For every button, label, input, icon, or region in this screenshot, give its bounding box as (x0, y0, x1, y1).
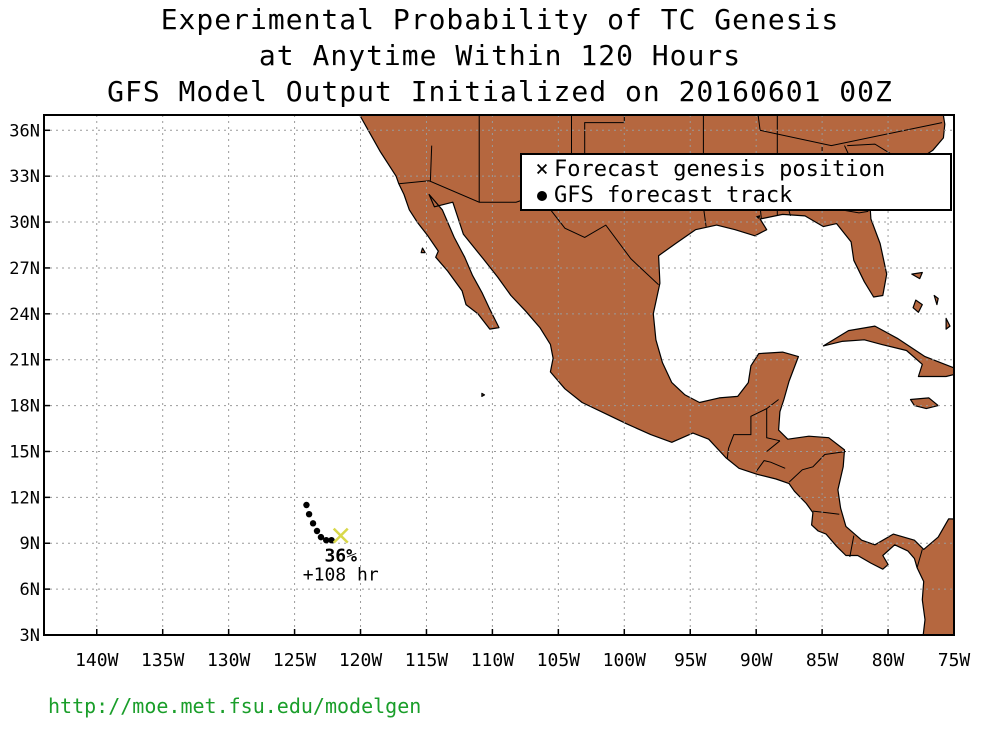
genesis-probability-label: 36% (324, 546, 357, 567)
lon-tick-label: 100W (603, 650, 647, 671)
bahamas-island-d (945, 317, 951, 330)
land-layer (358, 115, 954, 635)
north-america-land (358, 115, 954, 635)
lon-tick-label: 135W (141, 650, 185, 671)
lon-tick-label: 120W (339, 650, 383, 671)
lon-tick-label: 130W (207, 650, 251, 671)
title-line-1: Experimental Probability of TC Genesis (160, 3, 840, 36)
panama-colombia-border (916, 549, 923, 568)
lat-tick-label: 33N (9, 167, 40, 187)
lake-pontchartrain-border (756, 215, 761, 219)
lon-tick-label: 85W (806, 650, 839, 671)
legend-label-genesis: Forecast genesis position (554, 157, 886, 182)
honduras-nicaragua-border (788, 451, 846, 483)
hispaniola-land (953, 401, 954, 408)
jamaica-land (909, 397, 939, 410)
track-point (317, 533, 325, 541)
lat-tick-label: 3N (20, 626, 40, 646)
lat-tick-label: 12N (9, 488, 40, 508)
belize-guatemala-border (766, 408, 781, 442)
legend-label-track: GFS forecast track (554, 183, 793, 208)
lat-tick-label: 6N (20, 580, 40, 600)
chart-title: Experimental Probability of TC Genesis a… (0, 2, 1000, 110)
track-point (313, 527, 321, 535)
genesis-x-marker (332, 527, 349, 544)
us-mexico-border (398, 180, 659, 286)
bahamas-island-c (933, 294, 939, 306)
lon-tick-label: 110W (471, 650, 515, 671)
axis-labels: 3N 6N 9N 12N 15N 18N 21N 24N 27N 30N 33N 36N 140W 135… (9, 121, 970, 671)
lat-tick-label: 30N (9, 213, 40, 233)
track-point (303, 501, 310, 509)
lon-tick-label: 75W (938, 650, 971, 671)
source-url-link[interactable]: http://moe.met.fsu.edu/modelgen (48, 694, 422, 718)
track-point (309, 520, 317, 527)
dot-marker-icon (537, 191, 547, 201)
cedros-island (420, 247, 426, 254)
guatemala-honduras-border (766, 440, 781, 452)
map-legend: × Forecast genesis position GFS forecast … (520, 153, 952, 211)
lat-tick-label: 21N (9, 351, 40, 371)
legend-item-track: GFS forecast track (530, 183, 792, 209)
genesis-lead-time-label: +108 hr (303, 565, 379, 586)
lat-tick-label: 15N (9, 442, 40, 462)
lon-tick-label: 80W (872, 650, 905, 671)
lon-tick-label: 90W (740, 650, 773, 671)
grid-layer (44, 115, 954, 635)
x-marker-icon: × (535, 157, 549, 182)
title-line-2: at Anytime Within 120 Hours (258, 39, 742, 72)
lat-tick-label: 27N (9, 259, 40, 279)
genesis-marker-group: 36%+108 hr (303, 527, 379, 586)
guatemala-elsalvador-border (755, 460, 786, 472)
lat-tick-label: 18N (9, 397, 40, 417)
lon-tick-label: 125W (273, 650, 317, 671)
nicaragua-costarica-border (812, 510, 840, 515)
costarica-panama-border (849, 535, 855, 558)
lat-tick-label: 36N (9, 121, 40, 141)
bahamas-island-b (912, 299, 923, 313)
lon-tick-label: 115W (405, 650, 449, 671)
lon-tick-label: 95W (674, 650, 707, 671)
legend-item-genesis: × Forecast genesis position (530, 157, 885, 183)
title-line-3: GFS Model Output Initialized on 20160601… (107, 75, 893, 108)
lon-tick-label: 105W (537, 650, 581, 671)
us-state-border-ca-az (429, 145, 433, 181)
us-state-border-tn-nc (757, 115, 943, 147)
bahamas-island-a (911, 271, 923, 280)
cuba-land (822, 325, 954, 378)
track-point (323, 536, 330, 544)
lat-tick-label: 24N (9, 305, 40, 325)
lat-tick-label: 9N (20, 534, 40, 554)
lon-tick-label: 140W (75, 650, 119, 671)
socorro-island (481, 392, 486, 397)
track-point (305, 510, 313, 518)
plot-frame (43, 114, 955, 636)
